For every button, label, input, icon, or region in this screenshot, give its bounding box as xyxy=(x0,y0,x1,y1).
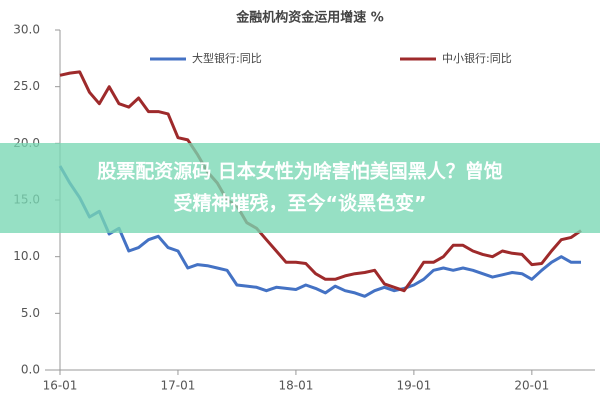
y-tick-label: 5.0 xyxy=(21,306,40,320)
y-tick-label: 10.0 xyxy=(13,249,40,263)
overlay-banner xyxy=(0,143,600,233)
x-tick-label: 17-01 xyxy=(161,379,196,393)
overlay-text: 受精神摧残，至今“谈黑色变” xyxy=(174,192,427,215)
series-line xyxy=(59,70,582,293)
x-tick-label: 16-01 xyxy=(43,379,78,393)
x-tick-label: 20-01 xyxy=(514,379,549,393)
legend-label: 中小银行:同比 xyxy=(442,51,512,65)
y-tick-label: 25.0 xyxy=(13,79,40,93)
legend-label: 大型银行:同比 xyxy=(192,51,262,65)
series-line xyxy=(58,165,581,298)
x-tick-label: 19-01 xyxy=(396,379,431,393)
overlay-text: 股票配资源码 日本女性为啥害怕美国黑人？曾饱 xyxy=(97,160,503,183)
y-tick-label: 30.0 xyxy=(13,23,40,37)
x-tick-label: 18-01 xyxy=(278,379,313,393)
y-tick-label: 0.0 xyxy=(21,363,40,377)
chart-title: 金融机构资金运用增速 % xyxy=(235,10,384,26)
